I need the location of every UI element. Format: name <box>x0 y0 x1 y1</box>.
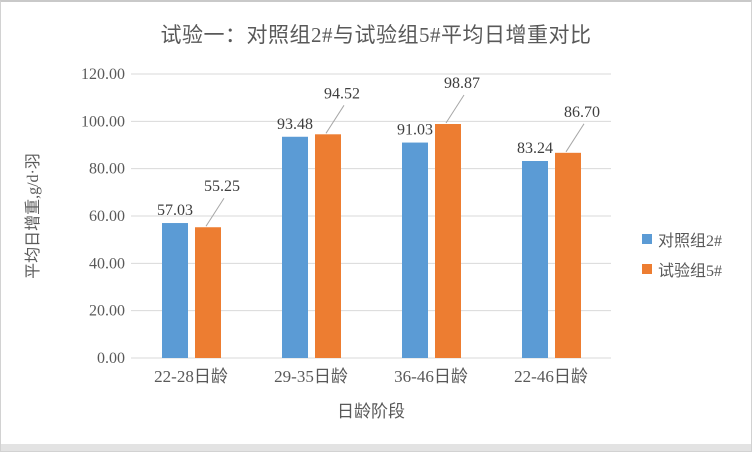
window-bottom-edge <box>1 444 751 451</box>
bar-series2-3 <box>555 152 581 358</box>
bar-series1-0 <box>162 223 188 358</box>
y-tick-label: 0.00 <box>97 350 125 367</box>
bar-series1-3 <box>522 160 548 358</box>
data-label-series2-0: 55.25 <box>204 178 240 195</box>
data-label-series1-0: 57.03 <box>157 202 193 219</box>
data-label-series1-1: 93.48 <box>277 116 313 133</box>
bar-series1-2 <box>402 142 428 358</box>
legend: 对照组2# 试验组5# <box>642 228 722 288</box>
data-label-leader-line <box>565 123 585 153</box>
category-label-2: 36-46日龄 <box>394 367 468 386</box>
legend-label: 对照组2# <box>658 233 723 250</box>
data-label-leader-line <box>205 197 225 227</box>
y-tick-label: 40.00 <box>89 255 125 272</box>
legend-item-1: 试验组5# <box>642 258 722 280</box>
category-label-0: 22-28日龄 <box>154 367 228 386</box>
bar-series1-1 <box>282 136 308 358</box>
y-tick-label: 100.00 <box>81 113 125 130</box>
legend-item-0: 对照组2# <box>642 228 722 250</box>
bar-series2-2 <box>435 124 461 359</box>
y-tick-label: 120.00 <box>81 66 125 83</box>
data-label-series1-2: 91.03 <box>397 122 433 139</box>
data-label-leader-line <box>445 94 465 124</box>
category-label-1: 29-35日龄 <box>274 367 348 386</box>
y-tick-label: 60.00 <box>89 208 125 225</box>
data-label-series2-1: 94.52 <box>324 85 360 102</box>
bar-series2-1 <box>315 134 341 358</box>
data-label-series2-2: 98.87 <box>444 75 480 92</box>
chart-title: 试验一：对照组2#与试验组5#平均日增重对比 <box>160 23 592 47</box>
legend-label: 试验组5# <box>658 263 723 280</box>
data-label-series1-3: 83.24 <box>517 140 553 157</box>
data-label-series2-3: 86.70 <box>564 104 600 121</box>
data-label-leader-line <box>325 105 345 134</box>
legend-swatch-icon <box>642 234 652 244</box>
legend-swatch-icon <box>642 264 652 274</box>
bar-series2-0 <box>195 227 221 358</box>
category-label-3: 22-46日龄 <box>514 367 588 386</box>
y-tick-label: 20.00 <box>89 303 125 320</box>
x-axis-title: 日龄阶段 <box>337 402 405 421</box>
y-tick-label: 80.00 <box>89 161 125 178</box>
